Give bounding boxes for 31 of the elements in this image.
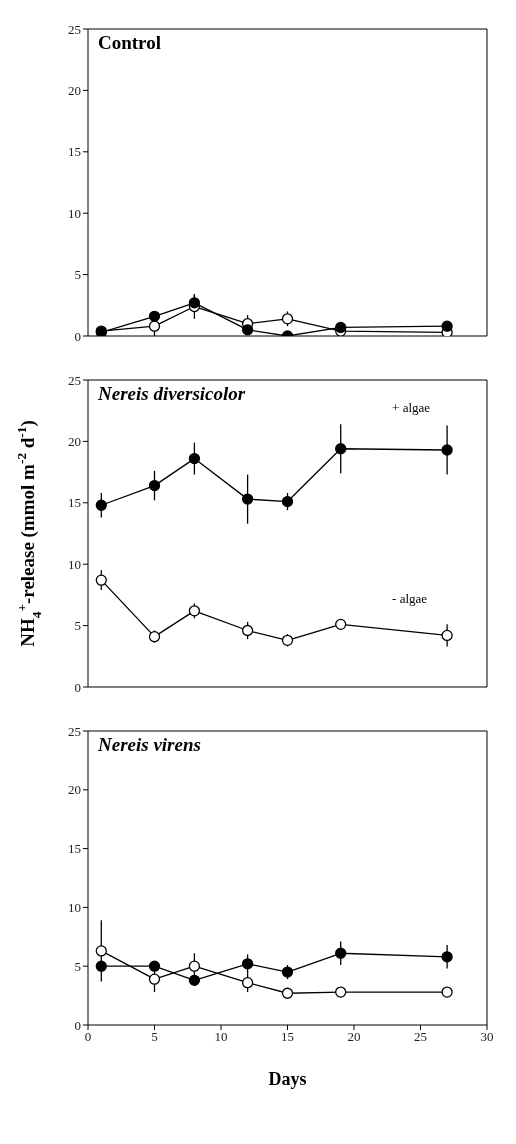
y-tick-label: 15 [68,841,81,857]
y-tick-label: 5 [74,958,81,974]
y-tick-label: 25 [68,723,81,739]
y-tick-label: 0 [74,328,81,344]
y-tick-label: 20 [68,83,81,99]
y-tick-label: 25 [68,21,81,37]
y-tick-label: 10 [68,556,81,572]
text: + algae [392,400,431,415]
y-tick-label: 10 [68,900,81,916]
y-tick-label: 15 [68,144,81,160]
y-tick-label: 20 [68,434,81,450]
y-tick-label: 25 [68,372,81,388]
chart-title: Nereis diversicolor [98,383,246,405]
x-tick-label: 30 [480,1029,494,1045]
x-tick-label: 15 [281,1029,294,1045]
y-tick-label: 20 [68,782,81,798]
y-tick-label: 10 [68,205,81,221]
chart-title: Control [98,32,161,54]
y-tick-label: 15 [68,495,81,511]
y-tick-label: 5 [74,267,81,283]
series-label: - algae [392,591,428,607]
x-tick-label: 5 [151,1029,158,1045]
x-tick-label: 10 [214,1029,228,1045]
x-tick-label: 20 [347,1029,361,1045]
x-tick-label: 0 [84,1029,92,1045]
y-tick-label: 0 [74,679,81,695]
chart-title: Nereis virens [98,734,201,756]
x-axis-title: Days [268,1069,307,1089]
x-tick-label: 25 [414,1029,427,1045]
y-tick-label: 0 [74,1017,81,1033]
y-tick-label: 5 [74,618,81,634]
